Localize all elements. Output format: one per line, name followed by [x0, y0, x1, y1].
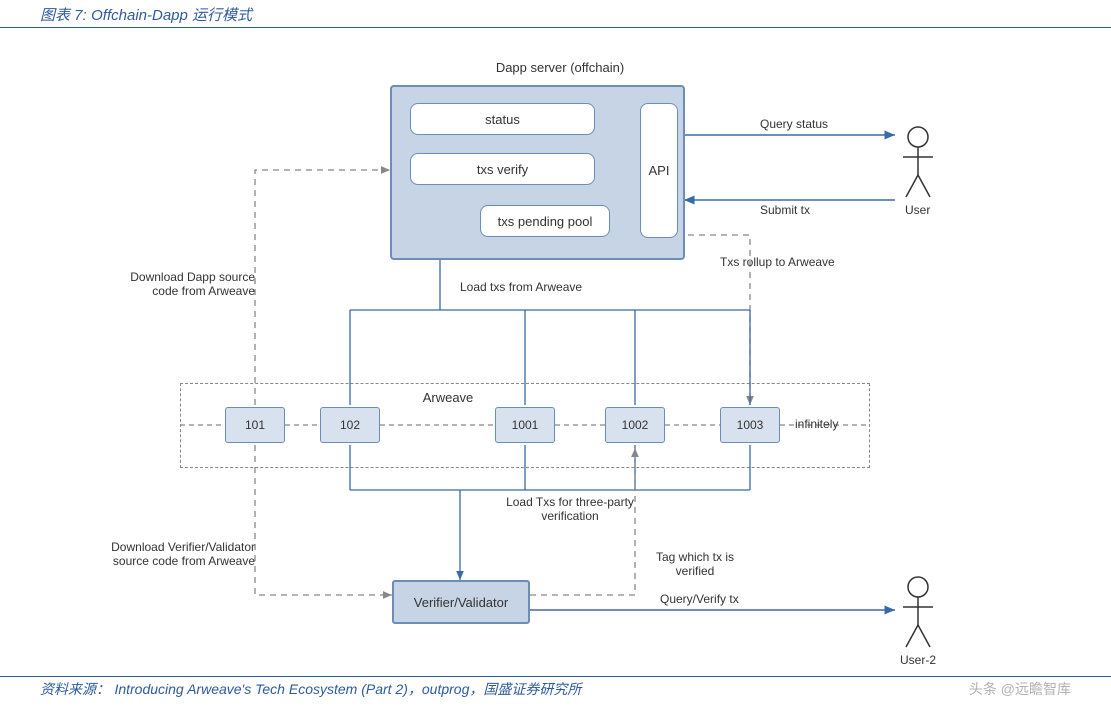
figure-prefix: 图表 7: — [40, 7, 87, 24]
dapp-server-title: Dapp server (offchain) — [470, 60, 650, 75]
user2-icon — [898, 575, 938, 655]
figure-title: Offchain-Dapp 运行模式 — [91, 7, 252, 24]
query-verify-label: Query/Verify tx — [660, 592, 739, 606]
block-1001: 1001 — [495, 407, 555, 443]
user-label: User — [905, 203, 930, 217]
user-icon — [898, 125, 938, 205]
download-dapp-label: Download Dapp source code from Arweave — [115, 270, 255, 298]
block-1003: 1003 — [720, 407, 780, 443]
figure-footer: 资料来源： Introducing Arweave's Tech Ecosyst… — [0, 676, 1111, 705]
submit-tx-label: Submit tx — [760, 203, 810, 217]
figure-header: 图表 7: Offchain-Dapp 运行模式 — [0, 0, 1111, 28]
footer-prefix: 资料来源： — [40, 681, 110, 697]
infinitely-label: infinitely — [795, 417, 838, 431]
verifier-box: Verifier/Validator — [392, 580, 530, 624]
user2-label: User-2 — [900, 653, 936, 667]
block-102: 102 — [320, 407, 380, 443]
download-verifier-label: Download Verifier/Validator source code … — [95, 540, 255, 568]
rollup-label: Txs rollup to Arweave — [720, 255, 835, 269]
arweave-title: Arweave — [408, 390, 488, 405]
status-box: status — [410, 103, 595, 135]
footer-text: Introducing Arweave's Tech Ecosystem (Pa… — [114, 681, 581, 697]
watermark: 头条 @远瞻智库 — [969, 679, 1071, 699]
txs-verify-box: txs verify — [410, 153, 595, 185]
query-status-label: Query status — [760, 117, 828, 131]
tag-verified-label: Tag which tx is verified — [640, 550, 750, 578]
api-box: API — [640, 103, 678, 238]
diagram-canvas: Dapp server (offchain) status txs verify… — [40, 35, 1070, 675]
load-txs-label: Load txs from Arweave — [460, 280, 582, 294]
block-101: 101 — [225, 407, 285, 443]
txs-pending-box: txs pending pool — [480, 205, 610, 237]
block-1002: 1002 — [605, 407, 665, 443]
load-verify-label: Load Txs for three-party verification — [480, 495, 660, 523]
